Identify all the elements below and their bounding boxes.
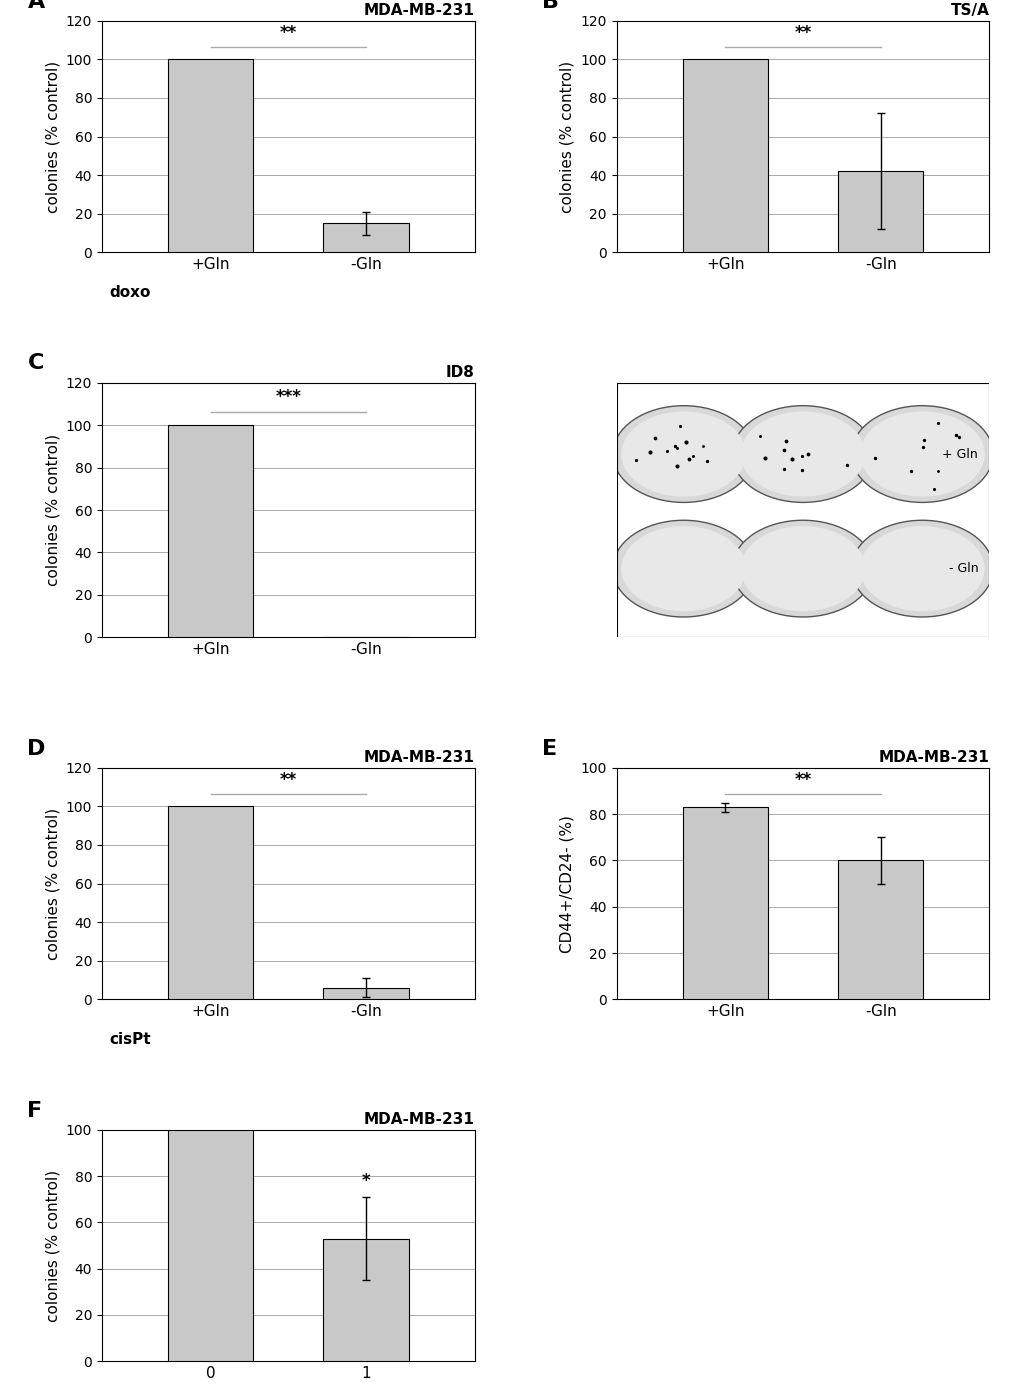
Bar [168, 807, 254, 999]
Bar [682, 60, 767, 253]
Y-axis label: CD44+/CD24- (%): CD44+/CD24- (%) [559, 814, 575, 953]
Text: **: ** [279, 771, 297, 789]
Bar [168, 1129, 254, 1361]
Text: MDA-MB-231: MDA-MB-231 [364, 750, 475, 765]
Text: doxo: doxo [109, 285, 151, 300]
Bar [168, 60, 254, 253]
Text: **: ** [794, 771, 811, 789]
Text: TS/A: TS/A [950, 3, 988, 18]
Y-axis label: colonies (% control): colonies (% control) [45, 433, 60, 586]
Text: MDA-MB-231: MDA-MB-231 [364, 1113, 475, 1128]
Circle shape [621, 411, 745, 497]
Y-axis label: colonies (% control): colonies (% control) [559, 61, 575, 213]
Text: MDA-MB-231: MDA-MB-231 [877, 750, 988, 765]
Bar [323, 988, 409, 999]
Circle shape [612, 406, 754, 503]
Text: C: C [28, 353, 44, 372]
Text: B: B [541, 0, 558, 11]
Text: ID8: ID8 [445, 365, 475, 381]
Text: ID8: ID8 [631, 613, 657, 628]
Bar [168, 425, 254, 638]
Circle shape [740, 411, 864, 497]
Text: - Gln: - Gln [948, 563, 977, 575]
Y-axis label: colonies (% control): colonies (% control) [45, 807, 60, 960]
Circle shape [740, 526, 864, 611]
Y-axis label: colonies (% control): colonies (% control) [45, 1170, 60, 1321]
Text: MDA-MB-231: MDA-MB-231 [364, 3, 475, 18]
Circle shape [859, 411, 983, 497]
Circle shape [851, 406, 993, 503]
Text: + Gln: + Gln [942, 447, 977, 461]
Text: **: ** [279, 24, 297, 42]
Bar [837, 171, 922, 253]
Circle shape [621, 526, 745, 611]
Text: ***: *** [275, 388, 301, 406]
Bar [323, 1239, 409, 1361]
Text: D: D [28, 739, 46, 758]
Text: *: * [362, 1172, 370, 1190]
Circle shape [859, 526, 983, 611]
Bar [323, 224, 409, 253]
Circle shape [732, 521, 873, 617]
Circle shape [732, 406, 873, 503]
Text: F: F [28, 1100, 43, 1121]
Circle shape [851, 521, 993, 617]
Y-axis label: colonies (% control): colonies (% control) [45, 61, 60, 213]
Text: A: A [28, 0, 45, 11]
Circle shape [612, 521, 754, 617]
Bar [682, 807, 767, 999]
Text: E: E [541, 739, 556, 758]
Text: cisPt: cisPt [109, 1032, 151, 1047]
Bar [837, 860, 922, 999]
Text: **: ** [794, 24, 811, 42]
